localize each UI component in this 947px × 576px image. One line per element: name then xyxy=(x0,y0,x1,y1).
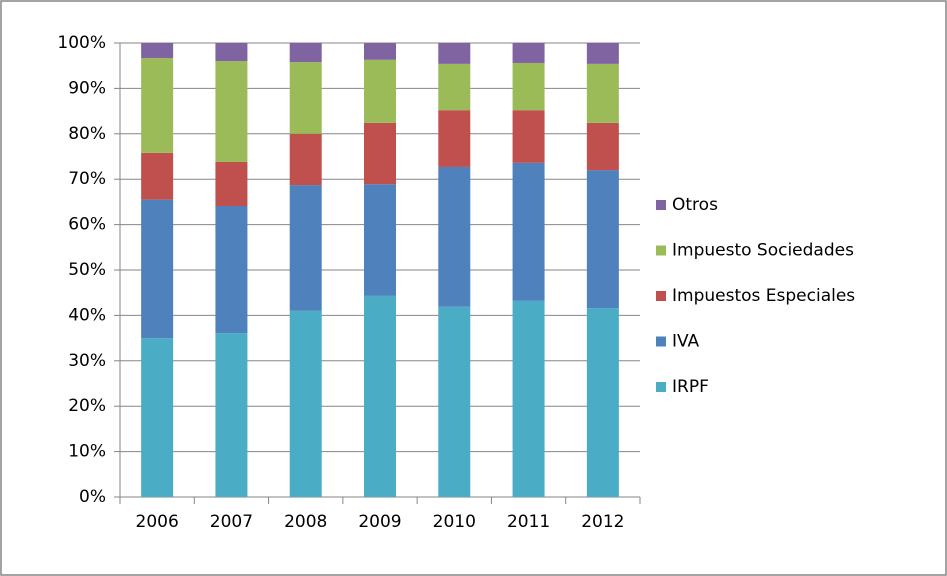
bar-segment xyxy=(586,122,619,171)
bar-segment xyxy=(289,62,322,134)
bar-segment xyxy=(215,43,248,62)
bar-segment xyxy=(512,43,545,63)
bar-segment xyxy=(512,62,545,111)
legend-swatch xyxy=(656,291,666,301)
y-tick-label: 100% xyxy=(57,33,106,53)
y-tick-label: 20% xyxy=(68,396,106,416)
bar-segment xyxy=(215,333,248,497)
bar-segment xyxy=(289,185,322,311)
legend-swatch xyxy=(656,382,666,392)
bar-segment xyxy=(141,43,174,58)
bar-segment xyxy=(364,122,396,185)
x-tick-label: 2008 xyxy=(284,512,327,532)
legend-label: Impuesto Sociedades xyxy=(672,241,854,261)
y-tick-label: 0% xyxy=(79,487,106,507)
bar-segment xyxy=(141,199,174,339)
y-tick-label: 40% xyxy=(68,305,106,325)
bar-segment xyxy=(438,63,471,111)
bar-segment xyxy=(586,63,619,123)
bar-segment xyxy=(586,43,619,64)
bar-segment xyxy=(364,295,396,497)
legend-label: IRPF xyxy=(672,377,709,397)
legend-swatch xyxy=(656,200,666,210)
legend-label: IVA xyxy=(672,332,700,352)
bar-segment xyxy=(364,43,396,60)
bar-segment xyxy=(215,61,248,162)
bar-segment xyxy=(141,338,174,497)
bar-segment xyxy=(438,166,471,307)
bar-segment xyxy=(289,133,322,186)
y-tick-label: 80% xyxy=(68,124,106,144)
legend-label: Impuestos Especiales xyxy=(672,286,855,306)
bar-segment xyxy=(512,162,545,301)
bar-segment xyxy=(438,306,471,497)
legend-swatch xyxy=(656,245,666,256)
bar-segment xyxy=(512,110,545,163)
x-tick-label: 2011 xyxy=(507,512,550,532)
bar-segment xyxy=(586,170,619,309)
x-tick-label: 2012 xyxy=(581,512,624,532)
bar-segment xyxy=(289,43,322,63)
y-tick-label: 50% xyxy=(68,260,106,280)
bar-segment xyxy=(141,152,174,200)
legend-swatch xyxy=(656,336,666,347)
x-tick-label: 2010 xyxy=(433,512,476,532)
bar-segment xyxy=(364,59,396,123)
bar-segment xyxy=(215,205,248,334)
bar-segment xyxy=(289,310,322,497)
y-tick-label: 70% xyxy=(68,169,106,189)
bar-segment xyxy=(364,184,396,296)
x-tick-label: 2009 xyxy=(358,512,401,532)
bar-segment xyxy=(438,110,471,167)
bar-segment xyxy=(215,161,248,206)
bar-segment xyxy=(586,308,619,497)
legend-label: Otros xyxy=(672,195,718,215)
bar-segment xyxy=(438,43,471,64)
y-tick-label: 90% xyxy=(68,78,106,98)
x-tick-label: 2007 xyxy=(210,512,253,532)
y-tick-label: 10% xyxy=(68,442,106,462)
x-tick-label: 2006 xyxy=(136,512,179,532)
bar-segment xyxy=(141,57,174,153)
bar-segment xyxy=(512,300,545,497)
y-tick-label: 60% xyxy=(68,215,106,235)
y-tick-label: 30% xyxy=(68,351,106,371)
